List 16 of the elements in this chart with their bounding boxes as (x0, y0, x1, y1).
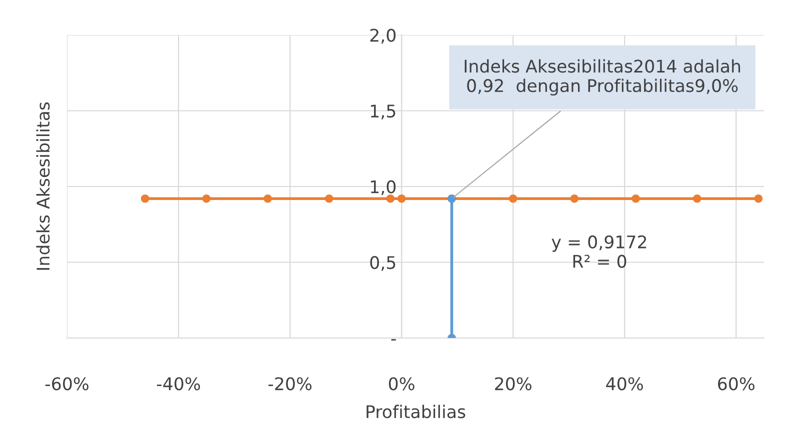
x-tick-label: 20% (495, 377, 532, 390)
y-tick-label: 2,0 (370, 28, 396, 44)
x-tick-label: 60% (718, 377, 754, 390)
x-axis-title: Profitabilias (366, 404, 466, 418)
x-tick-label: -60% (45, 377, 88, 390)
x-tick-label: 40% (606, 377, 643, 390)
x-tick-label: -20% (268, 377, 312, 390)
annotation: y = 0,9172 R² = 0 (552, 235, 646, 268)
annotation: Indeks Aksesibilitas2014 adalah 0,92 dengan Profitabilitas9,0% (464, 59, 740, 96)
y-tick-label: 1,5 (370, 104, 396, 120)
y-tick-label: - (391, 339, 396, 341)
x-tick-label: -40% (156, 377, 200, 390)
y-tick-label: 1,0 (370, 180, 396, 196)
x-tick-label: 0% (388, 377, 414, 390)
y-axis-title: Indeks Aksesibilitas (36, 102, 50, 270)
y-tick-label: 0,5 (370, 256, 396, 271)
